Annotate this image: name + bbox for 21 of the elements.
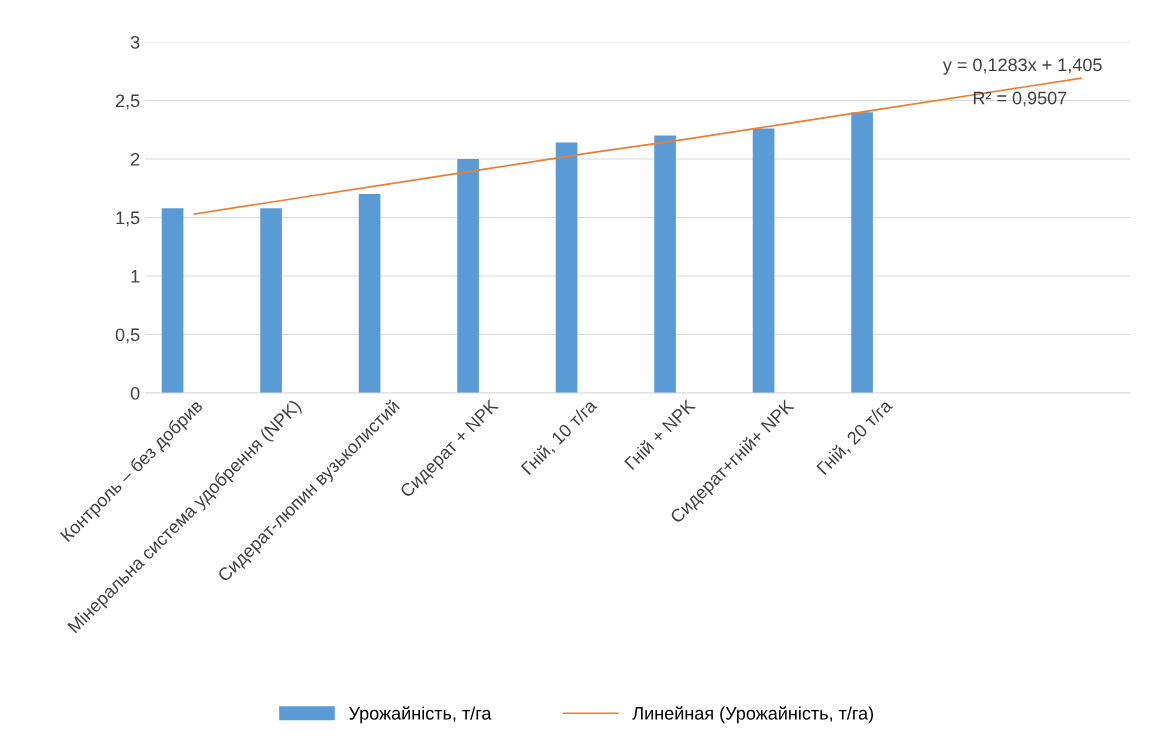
bar — [851, 112, 873, 393]
annotation: y = 0,1283x + 1,405 — [942, 58, 1102, 75]
bar — [358, 194, 381, 393]
x-tick-label: Гній, 10 т/га — [520, 397, 600, 477]
bar — [161, 208, 184, 393]
y-tick-label: 2 — [131, 152, 140, 166]
bar — [752, 128, 775, 393]
annotation: R² = 0,9507 — [973, 91, 1067, 107]
y-tick-label: 2,5 — [115, 94, 140, 110]
bar — [260, 208, 282, 393]
y-tick-label: 1 — [131, 270, 140, 283]
y-tick-label: 0 — [130, 386, 140, 400]
bar — [457, 159, 479, 393]
y-tick-label: 1,5 — [116, 211, 140, 227]
y-tick-label: 0,5 — [115, 328, 140, 344]
legend-label: Линейная (Урожайність, т/га) — [632, 706, 874, 724]
bar — [555, 142, 578, 393]
y-tick-label: 3 — [130, 35, 140, 49]
legend-label: Урожайність, т/га — [348, 706, 492, 724]
line-series — [193, 77, 1082, 215]
bar — [654, 135, 676, 393]
